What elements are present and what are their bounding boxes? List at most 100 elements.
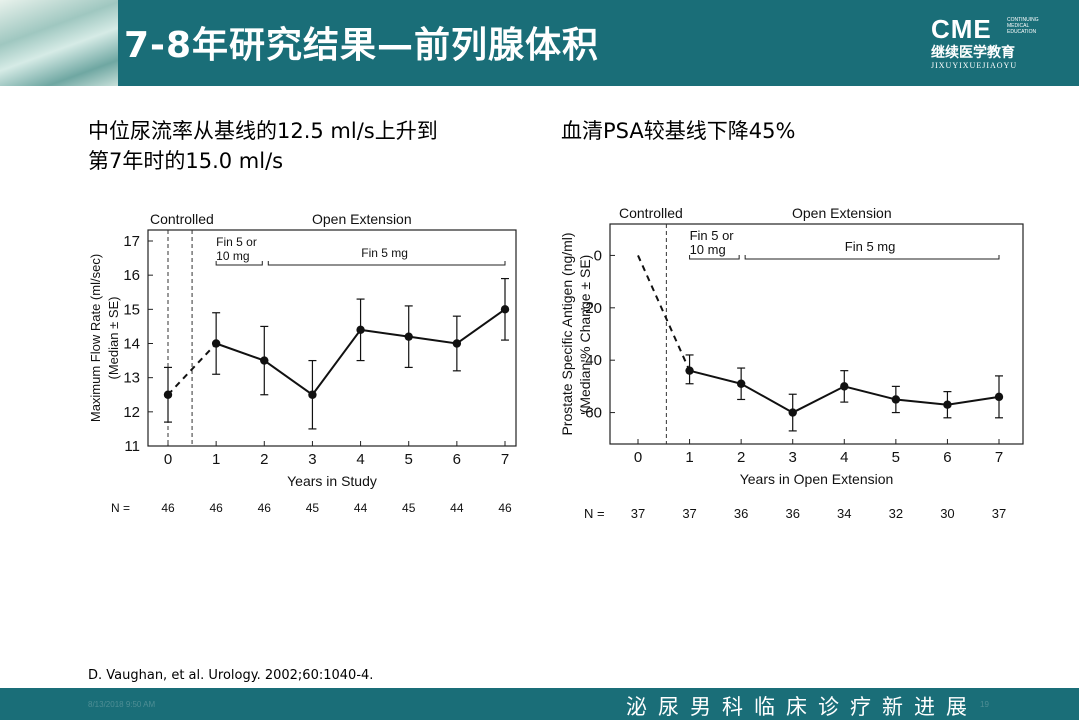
- citation: D. Vaughan, et al. Urology. 2002;60:1040…: [88, 668, 374, 683]
- psa-open-extension-label: Open Extension: [792, 205, 892, 221]
- psa-xtick-label: 5: [892, 449, 900, 466]
- flow-data-point: [260, 356, 269, 365]
- footer-slogan: 泌尿男科临床诊疗新进展: [626, 695, 978, 719]
- flow-y-axis-title: Maximum Flow Rate (ml/sec): [88, 254, 103, 422]
- psa-ytick-label: 0: [594, 247, 602, 264]
- psa-n-value: 34: [837, 506, 851, 521]
- psa-data-point: [840, 382, 849, 391]
- logo-cme-text: CME: [931, 14, 992, 44]
- psa-n-value: 30: [940, 506, 954, 521]
- flow-ytick-label: 12: [123, 404, 140, 421]
- flow-y-axis-subtitle: (Median ± SE): [106, 297, 121, 380]
- psa-series-baseline-segment: [637, 255, 691, 372]
- psa-x-axis-title: Years in Open Extension: [740, 471, 894, 487]
- flow-data-point: [356, 325, 365, 335]
- flow-data-point: [211, 339, 221, 348]
- flow-bracket-first: [215, 261, 263, 266]
- psa-xtick-label: 1: [685, 449, 693, 466]
- psa-xtick-label: 3: [789, 449, 797, 466]
- psa-controlled-label: Controlled: [619, 205, 683, 221]
- psa-plot-frame: [609, 223, 1024, 445]
- flow-xtick-label: 4: [356, 451, 364, 468]
- psa-bracket-second-label: Fin 5 mg: [845, 239, 896, 254]
- psa-data-point: [891, 395, 901, 404]
- psa-xtick-label: 2: [737, 449, 745, 466]
- flow-rate-chart: 11 12 13 14 15 16 17 0 1 2 3 4 5 6 7 Years in Study Maxi…: [84, 204, 524, 524]
- flow-x-axis-title: Years in Study: [287, 473, 377, 489]
- footer-bar: 8/13/2018 9:50 AM 泌尿男科临床诊疗新进展 19: [0, 688, 1079, 720]
- psa-data-point: [994, 392, 1004, 402]
- psa-chart-svg: 0 -20 -40 -60 0 1 2 3 4 5 6 7 Years in Open Extensio…: [559, 205, 1024, 521]
- flow-xtick-label: 3: [308, 451, 316, 468]
- flow-data-point: [404, 332, 413, 341]
- flow-controlled-label: Controlled: [150, 211, 214, 227]
- flow-bracket-label-line2: 10 mg: [216, 249, 249, 263]
- flow-xtick-label: 0: [164, 451, 172, 468]
- flow-plot-frame: [147, 229, 517, 447]
- flow-n-value: 44: [354, 501, 368, 515]
- flow-xtick-label: 1: [212, 451, 220, 468]
- flow-ytick-label: 16: [123, 267, 140, 284]
- psa-n-label: N =: [584, 506, 605, 521]
- psa-ytick-label: -40: [580, 352, 602, 369]
- flow-rate-summary-line1: 中位尿流率从基线的12.5 ml/s上升到: [88, 119, 438, 143]
- flow-n-value: 46: [498, 501, 512, 515]
- flow-xtick-label: 6: [453, 451, 461, 468]
- flow-xtick-label: 7: [501, 451, 509, 468]
- psa-chart: 0 -20 -40 -60 0 1 2 3 4 5 6 7 Years in Open Extensio…: [552, 202, 1032, 532]
- flow-bracket-label-line1: Fin 5 or: [216, 235, 257, 249]
- logo-chinese-text: 继续医学教育: [931, 45, 1015, 61]
- psa-xtick-label: 6: [943, 449, 951, 466]
- flow-n-value: 44: [450, 501, 464, 515]
- flow-open-extension-label: Open Extension: [312, 211, 412, 227]
- flow-rate-summary: 中位尿流率从基线的12.5 ml/s上升到 第7年时的15.0 ml/s: [88, 116, 548, 176]
- flow-data-point: [308, 390, 317, 399]
- psa-data-point: [943, 400, 952, 409]
- flow-bracket-second: [267, 261, 506, 266]
- flow-n-value: 46: [209, 501, 223, 515]
- waterfall-image: [0, 0, 118, 86]
- flow-ytick-label: 14: [123, 336, 140, 353]
- flow-n-value: 46: [161, 501, 175, 515]
- psa-bracket-first: [689, 255, 740, 260]
- flow-series-baseline-segment: [167, 342, 217, 396]
- flow-ytick-label: 13: [123, 370, 140, 387]
- psa-y-axis-subtitle: (Median % Change ± SE): [577, 255, 593, 414]
- psa-data-point: [685, 366, 694, 375]
- psa-n-value: 37: [992, 506, 1006, 521]
- logo-pinyin-text: JIXUYIXUEJIAOYU: [931, 61, 1018, 70]
- psa-summary: 血清PSA较基线下降45%: [561, 119, 796, 143]
- flow-n-value: 45: [306, 501, 320, 515]
- flow-xtick-label: 2: [260, 451, 268, 468]
- psa-bracket-label-line2: 10 mg: [690, 242, 726, 257]
- psa-data-point: [788, 408, 797, 417]
- page-number: 19: [980, 700, 989, 709]
- flow-n-value: 46: [258, 501, 272, 515]
- cme-logo: CME CONTINUING MEDICAL EDUCATION 继续医学教育 …: [925, 14, 1065, 74]
- flow-ytick-label: 15: [123, 301, 140, 318]
- footer-date: 8/13/2018 9:50 AM: [88, 700, 156, 709]
- psa-n-value: 37: [682, 506, 696, 521]
- psa-n-value: 36: [785, 506, 799, 521]
- flow-data-point: [500, 305, 510, 314]
- psa-xtick-label: 0: [634, 449, 642, 466]
- psa-bracket-label-line1: Fin 5 or: [690, 228, 735, 243]
- psa-ytick-label: -20: [580, 300, 602, 317]
- logo-small-text: CONTINUING MEDICAL EDUCATION: [1007, 17, 1039, 35]
- flow-data-point: [452, 339, 462, 348]
- flow-bracket-second-label: Fin 5 mg: [361, 246, 408, 260]
- psa-xtick-label: 7: [995, 449, 1003, 466]
- psa-n-value: 36: [734, 506, 748, 521]
- psa-bracket-second: [744, 255, 1000, 260]
- flow-ytick-label: 11: [124, 438, 140, 455]
- flow-xtick-label: 5: [405, 451, 413, 468]
- header-bar: 7-8年研究结果—前列腺体积 CME CONTINUING MEDICAL ED…: [0, 0, 1079, 86]
- flow-n-value: 45: [402, 501, 416, 515]
- psa-data-point: [736, 379, 746, 388]
- psa-y-axis-title: Prostate Specific Antigen (ng/ml): [559, 232, 575, 435]
- flow-rate-summary-line2: 第7年时的15.0 ml/s: [88, 149, 284, 173]
- psa-n-value: 32: [889, 506, 903, 521]
- psa-ytick-label: -60: [580, 405, 602, 422]
- psa-n-value: 37: [631, 506, 645, 521]
